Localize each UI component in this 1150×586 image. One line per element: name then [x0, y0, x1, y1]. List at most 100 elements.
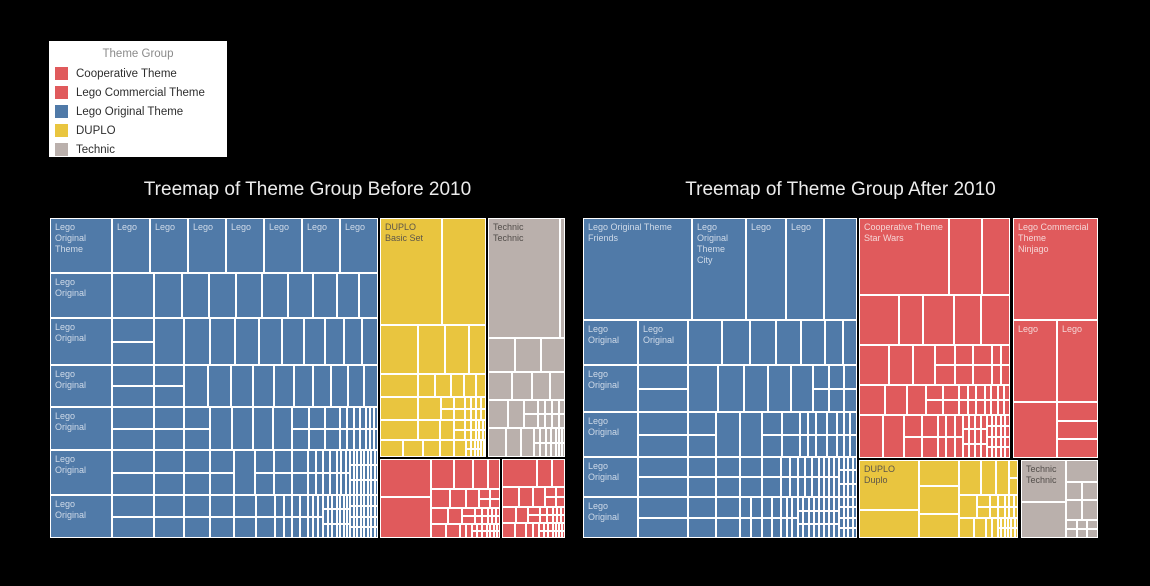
treemap-cell[interactable]: [562, 428, 565, 443]
treemap-cell[interactable]: [829, 365, 844, 389]
treemap-cell[interactable]: [327, 523, 333, 538]
treemap-cell[interactable]: [344, 318, 362, 365]
treemap-cell[interactable]: [997, 400, 1004, 415]
treemap-cell[interactable]: [534, 442, 540, 457]
treemap-cell[interactable]: [256, 516, 275, 538]
treemap-cell[interactable]: [440, 440, 454, 457]
treemap-cell-labeled[interactable]: Lego: [746, 218, 786, 320]
treemap-cell[interactable]: [184, 450, 210, 473]
treemap-cell[interactable]: [1003, 385, 1010, 400]
treemap-cell[interactable]: [969, 429, 975, 444]
treemap-cell[interactable]: [899, 295, 923, 345]
treemap-cell[interactable]: [502, 523, 515, 538]
treemap-cell[interactable]: [792, 497, 798, 518]
treemap-cell[interactable]: [112, 428, 154, 450]
treemap-cell[interactable]: [716, 412, 740, 457]
treemap-cell[interactable]: [470, 408, 476, 420]
treemap-cell[interactable]: [112, 386, 154, 407]
treemap-cell[interactable]: [848, 527, 853, 538]
treemap-cell[interactable]: [374, 516, 378, 528]
treemap-cell[interactable]: [380, 397, 418, 420]
treemap-cell[interactable]: [982, 218, 1010, 295]
treemap-cell[interactable]: [923, 295, 954, 345]
treemap-cell[interactable]: [528, 515, 540, 523]
treemap-cell[interactable]: [1005, 425, 1010, 437]
treemap-cell[interactable]: [154, 273, 182, 318]
treemap-cell-labeled[interactable]: Lego: [302, 218, 340, 273]
treemap-cell[interactable]: [843, 497, 848, 508]
treemap-cell[interactable]: [552, 459, 565, 487]
treemap-cell[interactable]: [516, 507, 528, 523]
treemap-cell[interactable]: [539, 523, 544, 531]
treemap-cell[interactable]: [1008, 518, 1012, 528]
treemap-cell[interactable]: [798, 457, 805, 477]
treemap-cell[interactable]: [813, 388, 829, 412]
treemap-cell[interactable]: [367, 480, 371, 495]
treemap-cell[interactable]: [337, 509, 341, 524]
treemap-cell[interactable]: [337, 495, 341, 510]
treemap-cell[interactable]: [374, 428, 378, 450]
treemap-cell[interactable]: [488, 400, 508, 428]
treemap-cell[interactable]: [824, 477, 829, 497]
treemap-cell[interactable]: [996, 460, 1009, 495]
treemap-cell[interactable]: [341, 472, 346, 495]
treemap-cell[interactable]: [1001, 365, 1010, 385]
treemap-cell[interactable]: [1004, 518, 1008, 528]
treemap-cell[interactable]: [716, 497, 740, 518]
treemap-cell[interactable]: [919, 460, 959, 486]
treemap-cell[interactable]: [470, 440, 475, 449]
treemap-cell[interactable]: [819, 524, 824, 538]
treemap-cell-labeled[interactable]: Lego Original Theme Friends: [583, 218, 692, 320]
treemap-cell[interactable]: [292, 407, 309, 429]
treemap-cell[interactable]: [451, 374, 464, 397]
treemap-cell[interactable]: [423, 440, 440, 457]
treemap-cell[interactable]: [559, 530, 562, 538]
treemap-cell[interactable]: [515, 523, 526, 538]
treemap-cell-labeled[interactable]: Lego: [150, 218, 188, 273]
treemap-cell[interactable]: [364, 516, 368, 528]
treemap-cell[interactable]: [473, 459, 488, 489]
treemap-cell[interactable]: [981, 415, 987, 430]
treemap-cell[interactable]: [236, 273, 262, 318]
treemap-cell[interactable]: [992, 365, 1001, 385]
treemap-cell[interactable]: [350, 505, 354, 517]
treemap-cell[interactable]: [548, 523, 553, 531]
treemap-cell[interactable]: [210, 472, 234, 495]
treemap-cell[interactable]: [816, 412, 827, 435]
treemap-cell[interactable]: [981, 295, 1010, 345]
treemap-cell[interactable]: [546, 507, 553, 515]
treemap-cell[interactable]: [843, 517, 848, 528]
treemap-cell[interactable]: [479, 498, 490, 508]
treemap-cell[interactable]: [946, 436, 955, 458]
treemap-cell[interactable]: [545, 414, 552, 428]
treemap-cell[interactable]: [954, 415, 963, 437]
treemap-cell[interactable]: [340, 428, 347, 450]
treemap-cell[interactable]: [210, 318, 235, 365]
treemap-cell[interactable]: [848, 483, 853, 497]
treemap-cell[interactable]: [325, 407, 340, 429]
treemap-cell[interactable]: [1005, 447, 1010, 458]
treemap-cell[interactable]: [538, 400, 545, 414]
treemap-cell[interactable]: [1057, 402, 1098, 421]
treemap-cell[interactable]: [347, 407, 354, 429]
treemap-cell[interactable]: [992, 518, 998, 538]
treemap-cell[interactable]: [477, 531, 482, 538]
treemap-cell[interactable]: [843, 507, 848, 518]
treemap-cell[interactable]: [418, 325, 445, 374]
treemap-cell[interactable]: [431, 508, 448, 524]
treemap-cell[interactable]: [1005, 436, 1010, 448]
treemap-cell[interactable]: [112, 273, 154, 318]
treemap-cell[interactable]: [800, 412, 808, 435]
treemap-cell[interactable]: [454, 408, 465, 420]
treemap-cell[interactable]: [552, 414, 559, 428]
treemap-cell[interactable]: [798, 477, 805, 497]
treemap-cell[interactable]: [357, 505, 361, 517]
treemap-cell[interactable]: [1009, 477, 1018, 495]
treemap-cell[interactable]: [465, 420, 471, 430]
treemap-cell[interactable]: [688, 412, 716, 435]
treemap-cell[interactable]: [487, 524, 491, 531]
treemap-cell[interactable]: [556, 487, 565, 497]
treemap-cell[interactable]: [184, 365, 208, 407]
treemap-cell[interactable]: [308, 516, 313, 538]
treemap-cell[interactable]: [479, 489, 490, 499]
